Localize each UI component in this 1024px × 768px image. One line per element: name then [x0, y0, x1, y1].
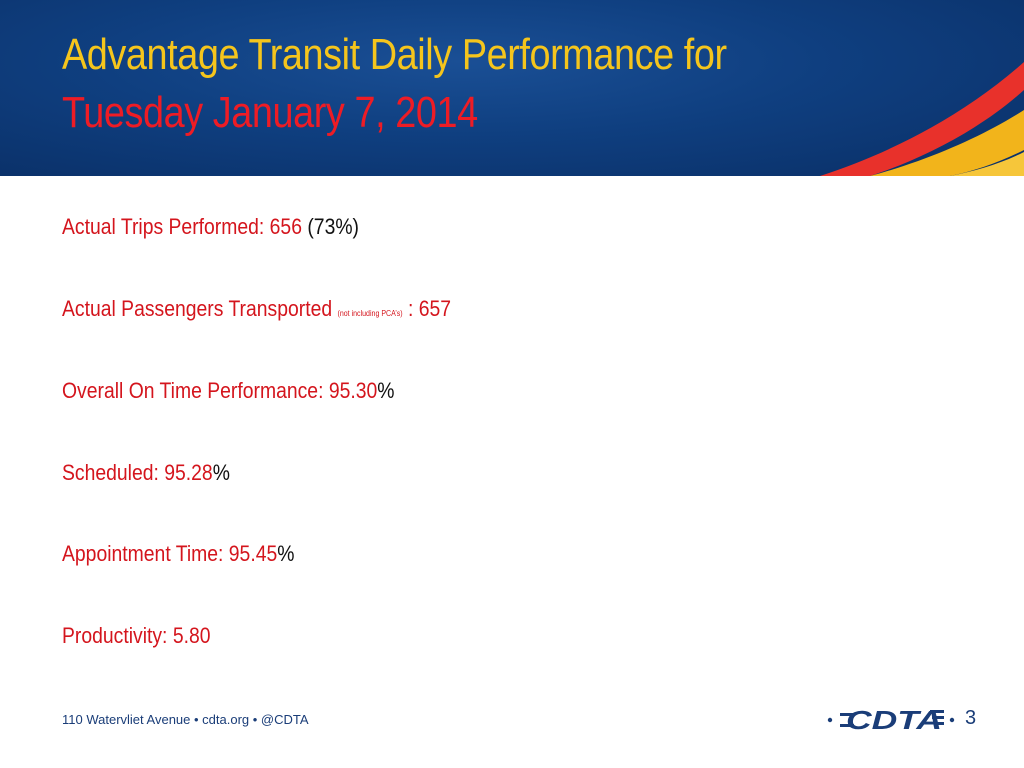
header-swoosh-decoration [820, 62, 1024, 176]
on-time-label: Overall On Time Performance: 95.30 [62, 378, 378, 403]
appointment-label: Appointment Time: 95.45 [62, 541, 278, 566]
cdta-logo: CDTA [827, 705, 955, 735]
title-line-2: Tuesday January 7, 2014 [62, 88, 478, 137]
metric-on-time: Overall On Time Performance: 95.30% [62, 378, 394, 404]
on-time-percent: % [377, 378, 395, 403]
metric-productivity: Productivity: 5.80 [62, 623, 211, 649]
footer-address: 110 Watervliet Avenue • cdta.org • @CDTA [62, 712, 309, 727]
title-line-1: Advantage Transit Daily Performance for [62, 30, 727, 79]
appointment-percent: % [277, 541, 295, 566]
passengers-label: Actual Passengers Transported [62, 296, 338, 321]
trips-percent: (73%) [301, 214, 359, 239]
page-number: 3 [965, 707, 977, 729]
slide-header: Advantage Transit Daily Performance for … [0, 0, 1024, 176]
trips-label: Actual Trips Performed: [62, 214, 270, 239]
productivity-label: Productivity: 5.80 [62, 623, 211, 648]
svg-text:CDTA: CDTA [846, 705, 942, 735]
slide-title: Advantage Transit Daily Performance for … [62, 26, 727, 142]
scheduled-percent: % [212, 460, 230, 485]
passengers-note: (not including PCA’s) [337, 309, 403, 318]
passengers-value: : 657 [402, 296, 452, 321]
metric-trips: Actual Trips Performed: 656 (73%) [62, 214, 359, 240]
scheduled-label: Scheduled: 95.28 [62, 460, 213, 485]
metric-passengers: Actual Passengers Transported (not inclu… [62, 296, 451, 322]
trips-value: 656 [269, 214, 302, 239]
metric-scheduled: Scheduled: 95.28% [62, 460, 230, 486]
metric-appointment: Appointment Time: 95.45% [62, 541, 294, 567]
